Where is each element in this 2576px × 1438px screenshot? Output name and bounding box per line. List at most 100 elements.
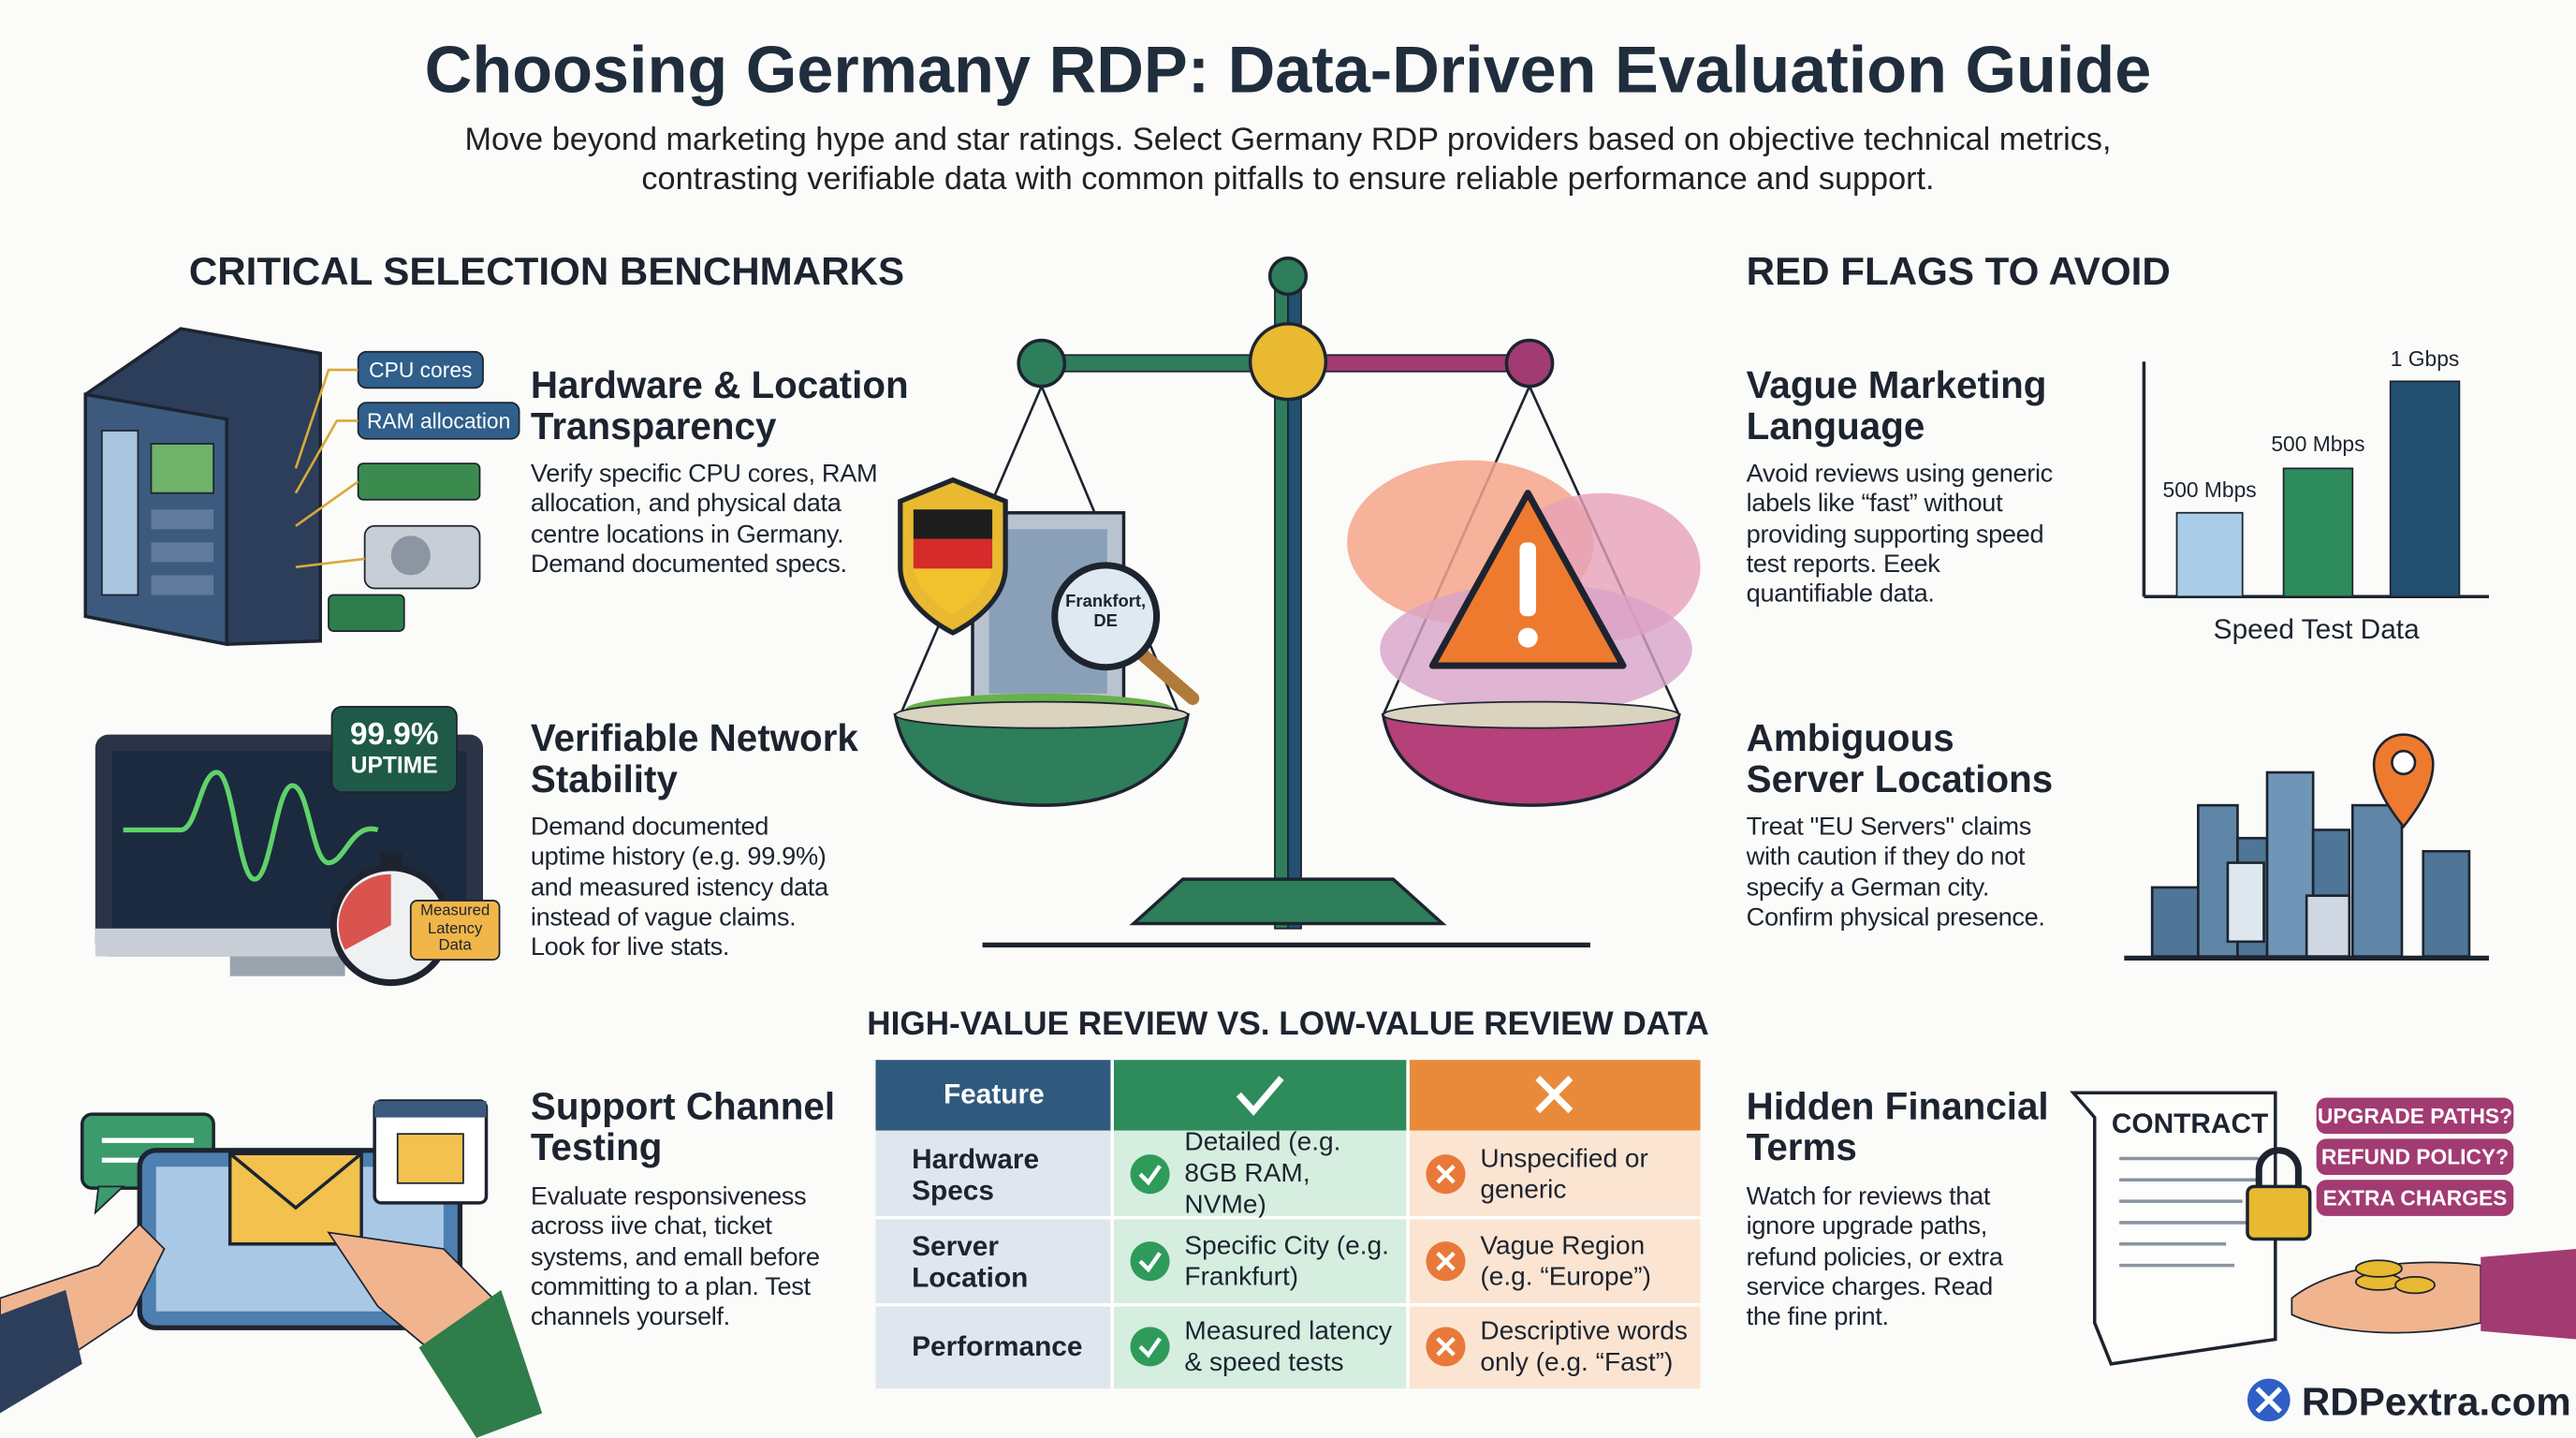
envelope-small — [396, 1133, 464, 1184]
building — [2150, 886, 2200, 958]
disk — [390, 536, 431, 576]
item-body-box: Watch for reviews that ignore upgrade pa… — [1746, 1182, 2003, 1332]
item-title: Vague Marketing Language — [1746, 364, 2047, 448]
uptime-value: 99.9% — [350, 717, 439, 752]
item-title-box: Support Channel Testing — [530, 1086, 836, 1169]
sleeve — [418, 1289, 543, 1438]
brand-icon-mark — [2255, 1387, 2282, 1414]
item-title-box: Ambiguous Server Locations — [1747, 718, 2054, 800]
warning-mark — [1519, 542, 1537, 617]
bar-label: 1 Gbps — [2391, 346, 2460, 371]
contract-title: CONTRACT — [2112, 1108, 2268, 1139]
location-pin — [2372, 733, 2435, 829]
building — [2350, 803, 2404, 958]
magnifier-label: Frankfort, DE — [1065, 591, 1147, 632]
cell-box: Specific City (e.g. Frankfurt) — [1184, 1231, 1389, 1291]
speed-bar — [2282, 467, 2354, 598]
item-title-box: Hidden Financial Terms — [1746, 1086, 2049, 1169]
pin-dot — [2391, 749, 2417, 776]
item-body-box: Treat "EU Servers" claims with caution i… — [1746, 813, 2045, 932]
cross-icon — [1535, 1076, 1573, 1114]
subtitle-box: Move beyond marketing hype and star rati… — [464, 122, 2112, 198]
feature-column — [875, 1130, 1113, 1389]
speed-bar — [2389, 380, 2461, 598]
tag — [2316, 1138, 2514, 1176]
base — [1129, 877, 1447, 926]
cell-box: Measured latency & speed tests — [1184, 1316, 1393, 1377]
cell-box: Unspecified or generic — [1480, 1144, 1648, 1204]
envelope-flap — [228, 1152, 363, 1211]
item-title: Hidden Financial Terms — [1746, 1086, 2049, 1169]
flag-red — [913, 538, 993, 569]
section-heading: RED FLAGS TO AVOID — [1747, 249, 2171, 293]
tag-label: EXTRA CHARGES — [2323, 1186, 2508, 1211]
table-cell: Measured latency & speed tests — [1184, 1316, 1393, 1377]
magnifier — [1051, 562, 1161, 671]
tag — [2316, 1097, 2514, 1135]
comparison-table: Feature Hardware Specs Detailed (e.g. 8GB… — [875, 1060, 1701, 1389]
coin — [2354, 1259, 2403, 1278]
uptime-wave — [123, 770, 379, 882]
section-heading: CRITICAL SELECTION BENCHMARKS — [189, 249, 904, 293]
item-title: Support Channel Testing — [530, 1086, 836, 1169]
sleeve — [2481, 1249, 2576, 1340]
server-illustration: CPU cores RAM allocation — [83, 327, 520, 647]
uptime-label: UPTIME — [351, 754, 438, 779]
flag-gold — [913, 568, 993, 615]
latency-box: Measured Latency Data — [420, 902, 490, 954]
table-cell: Specific City (e.g. Frankfurt) — [1184, 1231, 1389, 1291]
pivot — [1248, 322, 1328, 402]
magnifier-box: Frankfort, DE — [1065, 591, 1147, 632]
envelope — [227, 1152, 363, 1246]
rack-slot — [151, 575, 214, 595]
server-label: CPU cores — [369, 358, 472, 382]
city-illustration — [2124, 733, 2489, 961]
item-body-box: Demand documented uptime history (e.g. 9… — [531, 814, 828, 961]
table-cell: Performance — [912, 1330, 1083, 1363]
cell-box: Performance — [912, 1330, 1083, 1363]
building-front — [2226, 861, 2265, 944]
contract-illustration: CONTRACT UPGRADE PATHS? REFUND POLICY? E… — [2070, 1091, 2576, 1366]
sleeve — [0, 1289, 82, 1414]
stopwatch-button — [379, 853, 402, 867]
header-label: Feature — [944, 1079, 1045, 1110]
cell-box: Descriptive words only (e.g. “Fast”) — [1480, 1317, 1688, 1376]
item-title: Hardware & Location Transparency — [530, 364, 909, 448]
table-cell: Unspecified or generic — [1480, 1144, 1648, 1204]
cell-box: Vague Region (e.g. “Europe”) — [1480, 1231, 1651, 1291]
monitor-illustration: 99.9% UPTIME Measured Latency Data — [95, 705, 501, 987]
lock — [2246, 1184, 2312, 1241]
item-body: Watch for reviews that ignore upgrade pa… — [1746, 1182, 2003, 1332]
contract-lines — [2119, 1156, 2260, 1268]
support-illustration — [0, 1099, 543, 1438]
item-body: Avoid reviews using generic labels like … — [1746, 460, 2054, 609]
table-cell: Vague Region (e.g. “Europe”) — [1480, 1231, 1651, 1291]
scale-illustration: Frankfort, DE — [893, 256, 1701, 947]
speed-illustration: 500 Mbps 500 Mbps 1 Gbps Speed Test Data — [2142, 346, 2489, 645]
check-badge — [1130, 1154, 1170, 1195]
table-heading: HIGH-VALUE REVIEW VS. LOW-VALUE REVIEW D… — [867, 1005, 1708, 1042]
chart-caption: Speed Test Data — [2214, 614, 2420, 645]
pole-top — [1267, 256, 1309, 297]
item-title-box: Hardware & Location Transparency — [530, 364, 909, 448]
magnifier-handle — [1134, 645, 1200, 706]
cross-icon — [1436, 1251, 1456, 1271]
building — [2265, 770, 2315, 958]
table-cell: Detailed (e.g. 8GB RAM, NVMe) — [1184, 1130, 1341, 1218]
subtitle: Move beyond marketing hype and star rati… — [464, 122, 2112, 198]
bar-label: 500 Mbps — [2163, 477, 2257, 502]
chip — [328, 594, 405, 632]
cross-icon — [1436, 1164, 1456, 1184]
check-icon — [1236, 1076, 1284, 1116]
stand — [229, 956, 345, 976]
item-body-box: Avoid reviews using generic labels like … — [1746, 460, 2054, 609]
item-body: Treat "EU Servers" claims with caution i… — [1746, 813, 2045, 932]
tag-label: REFUND POLICY? — [2321, 1145, 2509, 1169]
tag-label: UPGRADE PATHS? — [2318, 1104, 2512, 1128]
tag — [2316, 1180, 2514, 1216]
check-icon — [1138, 1337, 1162, 1358]
contract-paper — [2070, 1091, 2277, 1366]
cross-icon — [1436, 1337, 1456, 1357]
item-title-box: Vague Marketing Language — [1746, 364, 2047, 448]
